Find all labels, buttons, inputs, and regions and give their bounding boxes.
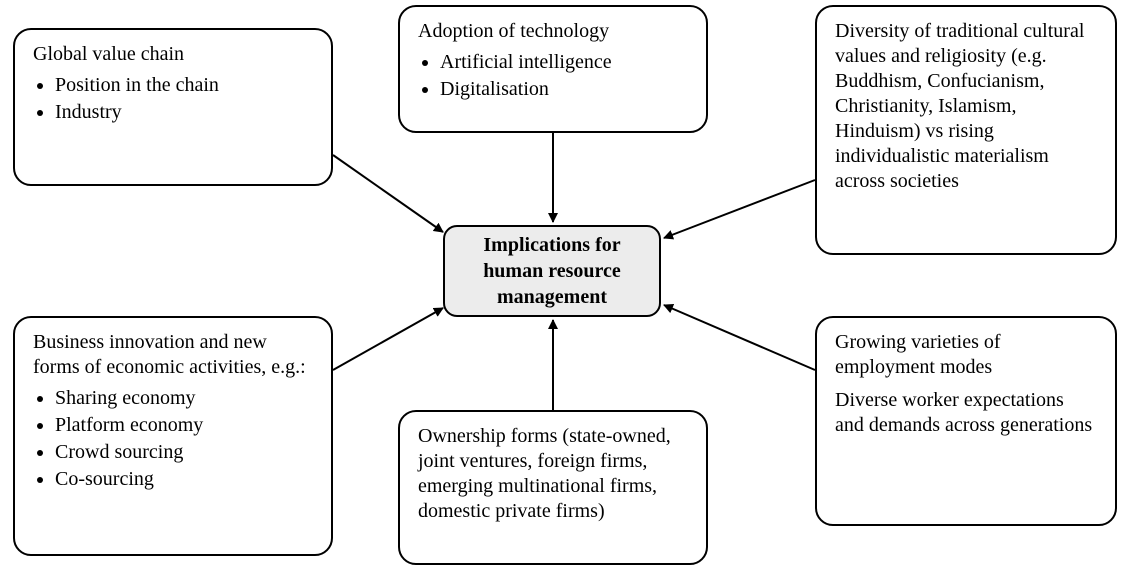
node-paragraph: Growing varieties of employment modes xyxy=(835,330,1097,380)
edge-arrow xyxy=(333,308,443,370)
node-bullet: Sharing economy xyxy=(55,386,313,411)
node-business-innovation: Business innovation and new forms of eco… xyxy=(13,316,333,556)
node-employment-modes: Growing varieties of employment modes Di… xyxy=(815,316,1117,526)
node-title: Adoption of technology xyxy=(418,19,688,44)
node-bullet: Crowd sourcing xyxy=(55,440,313,465)
node-global-value-chain: Global value chain Position in the chain… xyxy=(13,28,333,186)
node-bullet: Platform economy xyxy=(55,413,313,438)
node-cultural-diversity: Diversity of traditional cultural values… xyxy=(815,5,1117,255)
node-bullets: Position in the chain Industry xyxy=(33,73,313,125)
node-paragraph: Diverse worker expectations and demands … xyxy=(835,388,1097,438)
node-bullet: Co-sourcing xyxy=(55,467,313,492)
center-node: Implications for human resource manageme… xyxy=(443,225,661,317)
node-title: Global value chain xyxy=(33,42,313,67)
node-bullet: Digitalisation xyxy=(440,77,688,102)
node-bullet: Industry xyxy=(55,100,313,125)
node-paragraph: Ownership forms (state-owned, joint vent… xyxy=(418,424,688,524)
edge-arrow xyxy=(664,305,815,370)
node-title: Business innovation and new forms of eco… xyxy=(33,330,313,380)
center-node-text: Implications for human resource manageme… xyxy=(453,232,651,310)
node-paragraph: Diversity of traditional cultural values… xyxy=(835,19,1097,194)
node-adoption-technology: Adoption of technology Artificial intell… xyxy=(398,5,708,133)
edge-arrow xyxy=(664,180,815,238)
node-bullets: Artificial intelligence Digitalisation xyxy=(418,50,688,102)
node-ownership-forms: Ownership forms (state-owned, joint vent… xyxy=(398,410,708,565)
diagram-canvas: Implications for human resource manageme… xyxy=(0,0,1128,573)
edge-arrow xyxy=(333,155,443,232)
node-bullet: Position in the chain xyxy=(55,73,313,98)
node-bullets: Sharing economy Platform economy Crowd s… xyxy=(33,386,313,492)
node-bullet: Artificial intelligence xyxy=(440,50,688,75)
